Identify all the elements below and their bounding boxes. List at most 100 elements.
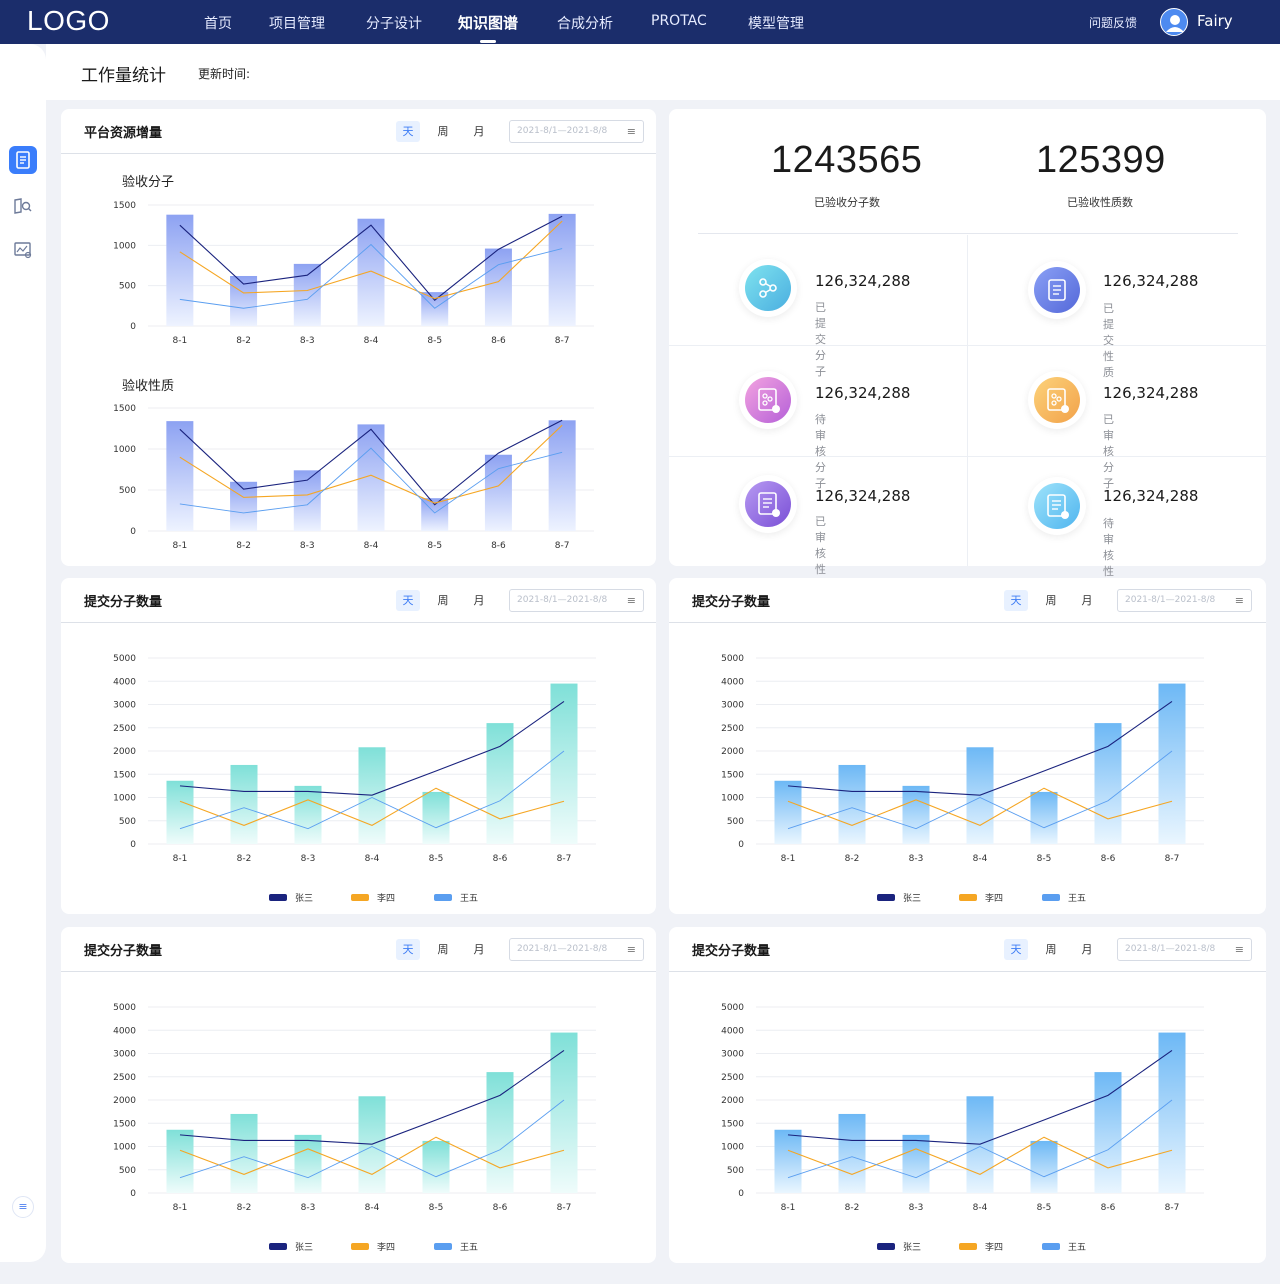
series-line (787, 1136, 1173, 1176)
bar (484, 454, 512, 531)
bar (294, 785, 322, 844)
stat-label: 已审核分子 (1103, 413, 1114, 490)
nav-item-home[interactable]: 首页 (204, 16, 232, 32)
range-day-button[interactable]: 天 (1004, 590, 1028, 611)
range-month-button[interactable]: 月 (473, 125, 485, 138)
date-range-picker[interactable]: 2021-8/1—2021-8/8 ≡ (1117, 589, 1252, 612)
x-tick-label: 8-6 (493, 1203, 508, 1213)
bar (422, 1140, 450, 1193)
legend-swatch (269, 1243, 287, 1250)
bar (294, 1134, 322, 1193)
y-tick-label: 3000 (113, 1050, 136, 1060)
card-title: 提交分子数量 (692, 595, 771, 610)
y-tick-label: 0 (738, 840, 744, 850)
range-day-button[interactable]: 天 (1004, 939, 1028, 960)
y-tick-label: 0 (130, 1189, 136, 1199)
nav-item-molecule-design[interactable]: 分子设计 (366, 16, 422, 32)
bar (838, 764, 866, 844)
y-tick-label: 500 (727, 1166, 744, 1176)
nav-item-models[interactable]: 模型管理 (748, 16, 804, 32)
date-range-picker[interactable]: 2021-8/1—2021-8/8 ≡ (509, 938, 644, 961)
date-range-value: 2021-8/1—2021-8/8 (517, 595, 608, 605)
menu-icon: ≡ (1234, 943, 1244, 956)
x-tick-label: 8-6 (1101, 854, 1116, 864)
range-week-button[interactable]: 周 (437, 125, 449, 138)
bar (484, 248, 512, 326)
sidebar-item-analysis[interactable] (9, 236, 37, 264)
y-tick-label: 4000 (113, 1026, 136, 1036)
menu-icon: ≡ (626, 125, 636, 138)
x-tick-label: 8-4 (973, 854, 988, 864)
nav-item-projects[interactable]: 项目管理 (269, 16, 325, 32)
legend-label: 李四 (377, 1243, 396, 1253)
bar (1094, 723, 1122, 844)
bar (1030, 1140, 1058, 1193)
page-header (46, 44, 1280, 100)
y-tick-label: 1500 (721, 1119, 744, 1129)
date-range-picker[interactable]: 2021-8/1—2021-8/8 ≡ (509, 120, 644, 143)
y-tick-label: 2500 (113, 724, 136, 734)
stat-label: 已提交分子 (815, 301, 826, 378)
range-week-button[interactable]: 周 (437, 594, 449, 607)
series-line (179, 1136, 565, 1176)
accepted-properties-total: 125399 (1036, 139, 1166, 181)
molecule-share-icon (745, 265, 791, 311)
bar (550, 1032, 578, 1193)
series-line (179, 750, 565, 830)
divider (669, 456, 1266, 457)
image-analysis-icon (14, 242, 32, 259)
bar (1094, 1072, 1122, 1193)
y-tick-label: 2500 (113, 1073, 136, 1083)
menu-collapse-button[interactable]: ≡ (12, 1196, 34, 1218)
range-day-button[interactable]: 天 (396, 590, 420, 611)
y-tick-label: 5000 (721, 654, 744, 664)
username[interactable]: Fairy (1197, 12, 1233, 30)
range-week-button[interactable]: 周 (1045, 594, 1057, 607)
legend-label: 张三 (903, 1243, 922, 1253)
sidebar-item-search-book[interactable] (9, 192, 37, 220)
bar (166, 1129, 194, 1193)
range-month-button[interactable]: 月 (1081, 943, 1093, 956)
legend-swatch (877, 1243, 895, 1250)
series-line (179, 1099, 565, 1179)
logo[interactable]: LOGO (27, 5, 110, 36)
nav-item-knowledge-graph[interactable]: 知识图谱 (458, 14, 519, 32)
range-week-button[interactable]: 周 (437, 943, 449, 956)
range-day-button[interactable]: 天 (396, 121, 420, 142)
card-divider (669, 971, 1266, 972)
nav-item-synthesis[interactable]: 合成分析 (557, 16, 613, 32)
y-tick-label: 1000 (113, 241, 136, 251)
book-search-icon (14, 198, 32, 214)
nav-item-protac[interactable]: PROTAC (651, 13, 707, 29)
y-tick-label: 500 (119, 1166, 136, 1176)
avatar[interactable] (1160, 8, 1188, 36)
submitted-molecules-card: 提交分子数量 天 周 月 2021-8/1—2021-8/8 ≡ 0 500 1000… (669, 578, 1266, 914)
x-tick-label: 8-2 (237, 854, 252, 864)
document-chart-icon (16, 151, 30, 169)
range-day-button[interactable]: 天 (396, 939, 420, 960)
legend-label: 李四 (985, 894, 1004, 904)
feedback-link[interactable]: 问题反馈 (1089, 16, 1138, 30)
series-line (179, 447, 563, 514)
y-tick-label: 1000 (113, 794, 136, 804)
y-tick-label: 1000 (113, 445, 136, 455)
series-line (179, 215, 563, 301)
range-month-button[interactable]: 月 (1081, 594, 1093, 607)
x-tick-label: 8-3 (300, 336, 315, 346)
stat-value: 126,324,288 (815, 487, 911, 505)
update-time-label: 更新时间: (198, 67, 251, 81)
date-range-picker[interactable]: 2021-8/1—2021-8/8 ≡ (509, 589, 644, 612)
legend-label: 王五 (1068, 894, 1087, 904)
sidebar-item-statistics[interactable] (9, 146, 37, 174)
date-range-picker[interactable]: 2021-8/1—2021-8/8 ≡ (1117, 938, 1252, 961)
series-line (179, 424, 563, 504)
y-tick-label: 1500 (721, 770, 744, 780)
bar (774, 1129, 802, 1193)
range-month-button[interactable]: 月 (473, 943, 485, 956)
legend-swatch (877, 894, 895, 901)
date-range-value: 2021-8/1—2021-8/8 (517, 944, 608, 954)
range-month-button[interactable]: 月 (473, 594, 485, 607)
bar (422, 791, 450, 844)
bar (1158, 683, 1186, 844)
range-week-button[interactable]: 周 (1045, 943, 1057, 956)
